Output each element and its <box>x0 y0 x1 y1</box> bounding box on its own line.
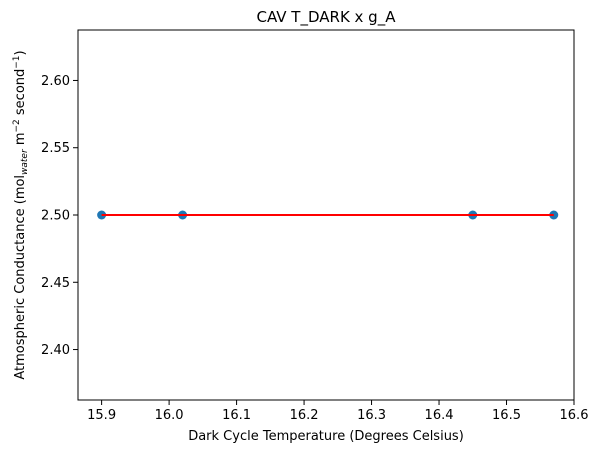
chart-title: CAV T_DARK x g_A <box>257 8 397 27</box>
y-axis-label-subscript: water <box>20 148 30 175</box>
y-tick-label: 2.55 <box>41 141 70 156</box>
y-axis-label-prefix: Atmospheric Conductance (mol <box>13 175 28 380</box>
x-tick-label: 15.9 <box>87 408 116 423</box>
x-tick-label: 16.3 <box>357 408 386 423</box>
x-tick-label: 16.4 <box>425 408 454 423</box>
y-axis-label-middle: m <box>13 133 28 150</box>
x-tick-label: 16.6 <box>560 408 589 423</box>
x-tick-label: 16.2 <box>290 408 319 423</box>
plot-area: 15.9 16.0 16.1 16.2 16.3 16.4 16.5 16.6 2.40 2.45… <box>41 29 589 423</box>
y-tick-label: 2.60 <box>41 74 70 89</box>
x-tick-label: 16.5 <box>492 408 521 423</box>
x-tick-label: 16.1 <box>222 408 251 423</box>
y-axis-label-middle2: second <box>13 69 28 120</box>
x-axis-label: Dark Cycle Temperature (Degrees Celsius) <box>188 429 464 444</box>
x-tick-label: 16.0 <box>155 408 184 423</box>
y-axis-label-suffix: ) <box>13 50 28 55</box>
y-tick-label: 2.45 <box>41 276 70 291</box>
y-axis-label-sup2: −1 <box>12 55 22 68</box>
y-tick-label: 2.50 <box>41 209 70 224</box>
y-axis-label: Atmospheric Conductance (molwater m−2 se… <box>12 50 30 379</box>
y-axis-label-sup1: −2 <box>12 119 22 132</box>
y-tick-label: 2.40 <box>41 343 70 358</box>
